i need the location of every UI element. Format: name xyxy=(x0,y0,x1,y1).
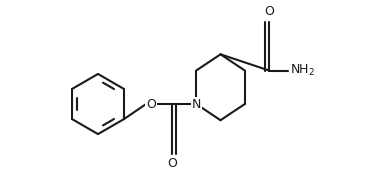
Text: O: O xyxy=(167,157,177,170)
Text: O: O xyxy=(264,6,274,19)
Text: N: N xyxy=(191,98,201,111)
Text: NH$_2$: NH$_2$ xyxy=(290,63,315,78)
Text: O: O xyxy=(146,98,156,111)
Text: N: N xyxy=(191,98,201,111)
